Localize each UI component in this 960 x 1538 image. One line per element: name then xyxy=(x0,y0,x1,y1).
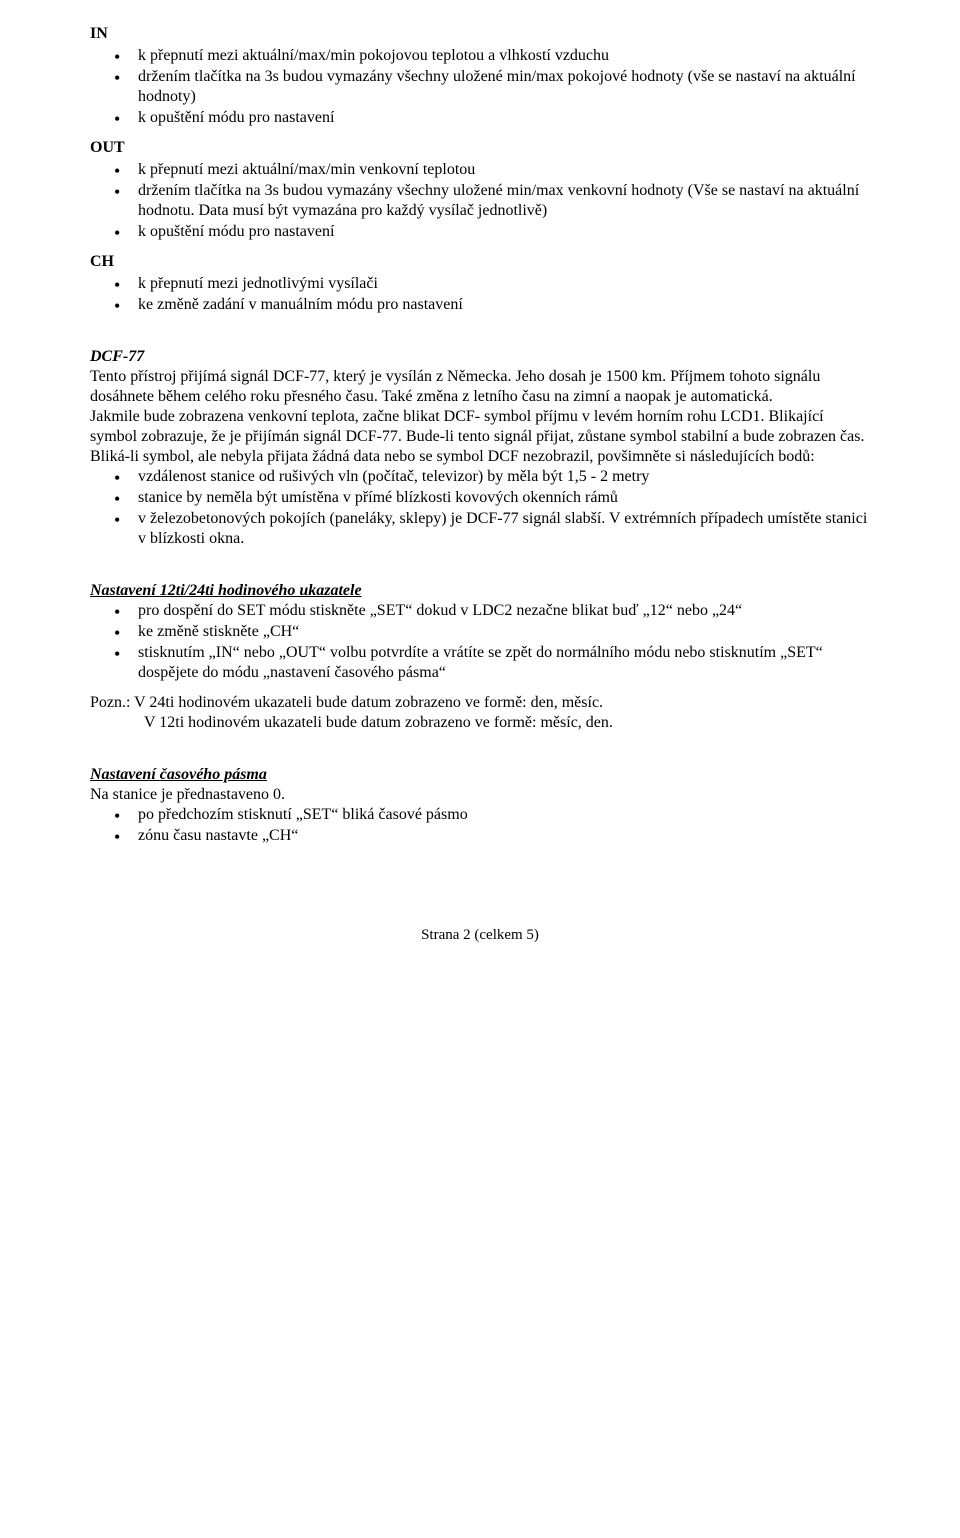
list-item: držením tlačítka na 3s budou vymazány vš… xyxy=(138,67,870,107)
list-item: vzdálenost stanice od rušivých vln (počí… xyxy=(138,467,870,487)
heading-tz: Nastavení časového pásma xyxy=(90,765,870,785)
out-list: k přepnutí mezi aktuální/max/min venkovn… xyxy=(90,160,870,242)
dcf-list: vzdálenost stanice od rušivých vln (počí… xyxy=(90,467,870,549)
list-item: v železobetonových pokojích (paneláky, s… xyxy=(138,509,870,549)
heading-dcf: DCF-77 xyxy=(90,347,870,367)
list-item: k opuštění módu pro nastavení xyxy=(138,108,870,128)
list-item: k přepnutí mezi jednotlivými vysílači xyxy=(138,274,870,294)
paragraph: Tento přístroj přijímá signál DCF-77, kt… xyxy=(90,367,870,407)
list-item: k přepnutí mezi aktuální/max/min venkovn… xyxy=(138,160,870,180)
ch-list: k přepnutí mezi jednotlivými vysílači ke… xyxy=(90,274,870,315)
paragraph: Jakmile bude zobrazena venkovní teplota,… xyxy=(90,407,870,447)
section-label-ch: CH xyxy=(90,252,870,272)
list-item: pro dospění do SET módu stiskněte „SET“ … xyxy=(138,601,870,621)
heading-clock: Nastavení 12ti/24ti hodinového ukazatele xyxy=(90,581,870,601)
paragraph: Na stanice je přednastaveno 0. xyxy=(90,785,870,805)
section-label-in: IN xyxy=(90,24,870,44)
list-item: stanice by neměla být umístěna v přímé b… xyxy=(138,488,870,508)
list-item: k opuštění módu pro nastavení xyxy=(138,222,870,242)
tz-list: po předchozím stisknutí „SET“ bliká časo… xyxy=(90,805,870,846)
paragraph: Bliká-li symbol, ale nebyla přijata žádn… xyxy=(90,447,870,467)
list-item: ke změně stiskněte „CH“ xyxy=(138,622,870,642)
list-item: ke změně zadání v manuálním módu pro nas… xyxy=(138,295,870,315)
list-item: zónu času nastavte „CH“ xyxy=(138,826,870,846)
list-item: po předchozím stisknutí „SET“ bliká časo… xyxy=(138,805,870,825)
list-item: stisknutím „IN“ nebo „OUT“ volbu potvrdí… xyxy=(138,643,870,683)
note: V 12ti hodinovém ukazateli bude datum zo… xyxy=(90,713,870,733)
clock-list: pro dospění do SET módu stiskněte „SET“ … xyxy=(90,601,870,683)
section-label-out: OUT xyxy=(90,138,870,158)
page-footer: Strana 2 (celkem 5) xyxy=(90,926,870,945)
in-list: k přepnutí mezi aktuální/max/min pokojov… xyxy=(90,46,870,128)
list-item: držením tlačítka na 3s budou vymazány vš… xyxy=(138,181,870,221)
list-item: k přepnutí mezi aktuální/max/min pokojov… xyxy=(138,46,870,66)
note: Pozn.: V 24ti hodinovém ukazateli bude d… xyxy=(90,693,870,713)
